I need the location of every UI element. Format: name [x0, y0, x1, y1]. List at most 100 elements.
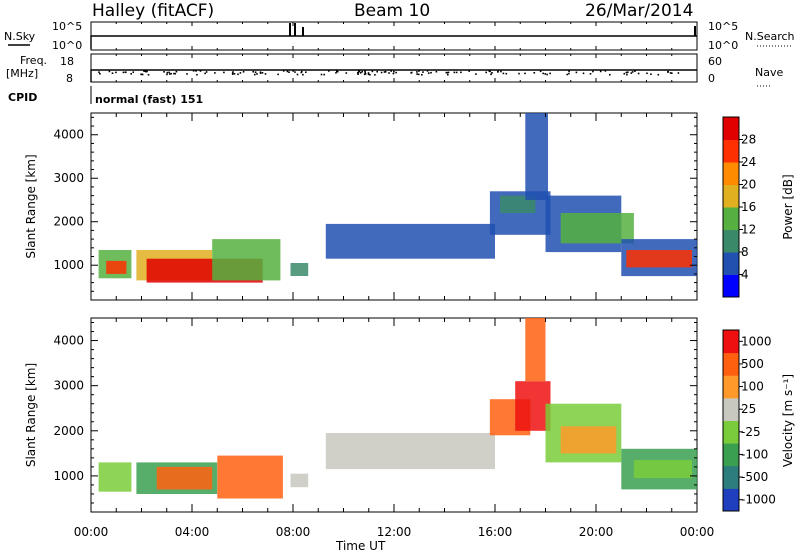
- nave-point: [170, 72, 172, 75]
- y-tick-label: 3000: [53, 171, 84, 185]
- nave-point: [277, 73, 279, 76]
- nave-point: [294, 71, 296, 73]
- nave-point: [195, 70, 197, 72]
- colorbar-tick-label: -1000: [741, 493, 776, 507]
- nave-point: [363, 73, 366, 76]
- power-colorbar-segment: [723, 229, 739, 253]
- nave-point: [453, 71, 456, 74]
- velocity-colorbar-frame: [722, 329, 740, 512]
- nave-point: [302, 73, 304, 76]
- y-tick-label: 2000: [53, 424, 84, 438]
- velocity-colorbar-segment: [723, 420, 739, 444]
- y-tick-label: 1000: [53, 469, 84, 483]
- nave-point: [446, 71, 449, 74]
- nave-point: [637, 72, 640, 75]
- nave-point: [549, 72, 551, 75]
- nave-point: [252, 70, 254, 73]
- nave-point: [359, 72, 362, 74]
- velocity-colorbar-segment: [723, 488, 739, 512]
- nave-point: [256, 73, 258, 75]
- nave-point: [447, 73, 449, 76]
- nave-point: [416, 73, 418, 75]
- nave-point: [568, 72, 570, 75]
- nave-point: [417, 73, 420, 76]
- nave-point: [371, 70, 374, 73]
- velocity-colorbar-segment: [723, 465, 739, 489]
- nave-point: [392, 72, 395, 75]
- nave-point: [205, 71, 208, 73]
- nave-point: [544, 73, 546, 75]
- nave-point: [364, 73, 367, 75]
- nave-point: [186, 73, 188, 75]
- velocity-colorbar-segment: [723, 443, 739, 467]
- y-axis-label: Slant Range [km]: [24, 363, 38, 467]
- nave-point: [393, 70, 395, 73]
- nave-point: [336, 70, 339, 73]
- velocity-cell: [515, 381, 551, 431]
- nave-point: [383, 71, 386, 73]
- nave-point: [192, 70, 195, 72]
- nave-point: [357, 71, 360, 74]
- nave-point: [435, 70, 438, 73]
- colorbar-tick-label: 8: [741, 245, 749, 259]
- nave-point: [323, 73, 325, 76]
- freq-tick-bottom: 8: [66, 72, 73, 85]
- nave-point: [426, 70, 429, 72]
- velocity-cell: [633, 460, 692, 479]
- nave-point: [646, 72, 648, 75]
- nave-point: [223, 71, 225, 74]
- nave-point: [286, 70, 289, 73]
- nave-point: [445, 71, 448, 74]
- nave-point: [168, 71, 170, 74]
- power-panel: 1000 2000 3000 4000 Slant Range [km] 4 8 12 16 20…: [24, 112, 795, 301]
- nave-point: [364, 70, 366, 72]
- freq-panel-frame: [90, 53, 698, 83]
- nave-point: [627, 71, 629, 73]
- nave-point: [232, 71, 234, 73]
- nave-point: [166, 73, 168, 76]
- freq-label: Freq.: [20, 54, 47, 67]
- nave-point: [214, 72, 216, 74]
- nave-point: [422, 71, 424, 73]
- nave-point: [301, 70, 303, 73]
- nave-point: [539, 70, 542, 73]
- nave-point: [335, 72, 337, 74]
- colorbar-tick-label: 25: [741, 402, 756, 416]
- nave-point: [384, 71, 387, 73]
- velocity-cell: [525, 318, 546, 382]
- power-cell: [525, 113, 548, 200]
- nave-point: [502, 72, 505, 75]
- nave-point: [358, 70, 361, 72]
- nave-point: [592, 70, 594, 73]
- power-colorbar-segment: [723, 274, 739, 298]
- nave-point: [630, 72, 633, 74]
- velocity-colorbar-segment: [723, 375, 739, 399]
- nave-point: [282, 70, 285, 72]
- nave-point: [237, 73, 239, 76]
- nave-point: [430, 71, 432, 74]
- nave-point: [497, 71, 499, 73]
- nave-point: [99, 73, 101, 75]
- nsearch-label: N.Search: [745, 30, 795, 43]
- nave-point: [374, 74, 376, 76]
- nave-point: [582, 72, 585, 75]
- nave-point: [518, 72, 520, 75]
- nave-point: [163, 71, 165, 73]
- velocity-panel: 1000 2000 3000 4000 Slant Range [km] 1000 500 1…: [24, 317, 795, 513]
- nave-point: [500, 70, 502, 73]
- nave-point: [657, 73, 660, 76]
- nave-point: [166, 71, 169, 74]
- cpid-value: normal (fast) 151: [95, 93, 203, 106]
- nave-point: [320, 73, 323, 76]
- colorbar-tick-label: 16: [741, 200, 756, 214]
- nave-point: [328, 70, 330, 72]
- colorbar-tick-label: -500: [741, 470, 768, 484]
- nave-point: [485, 71, 487, 74]
- x-axis-label: Time UT: [335, 539, 386, 553]
- y-tick-label: 1000: [53, 258, 84, 272]
- nave-point: [115, 71, 117, 74]
- nave-point: [490, 73, 492, 76]
- nave-point: [111, 72, 114, 74]
- nave-point: [254, 71, 257, 73]
